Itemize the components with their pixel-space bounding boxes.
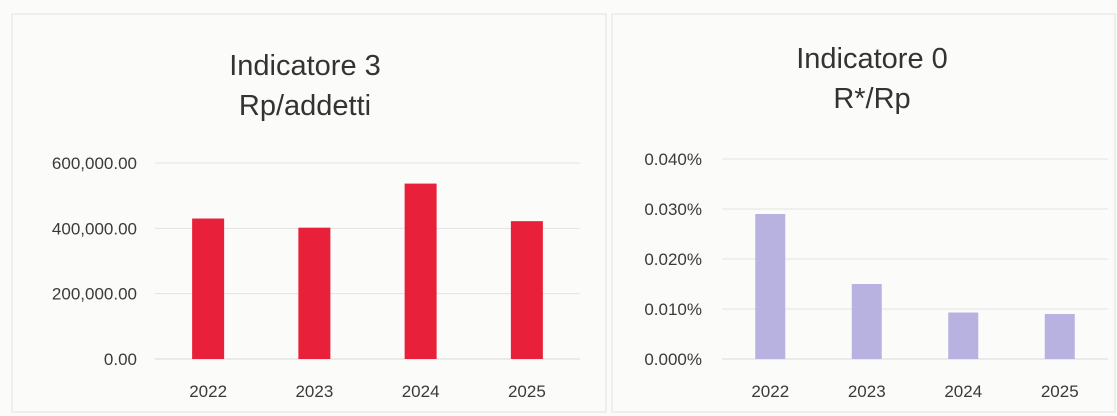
plot-area-right: 0.000% 0.010% 0.020% 0.030% 0.040% 2022 2023 20…: [644, 150, 1108, 401]
plot-area-left: 0.00 200,000.00 400,000.00 600,000.00 2022 20…: [52, 154, 580, 401]
chart-subtitle-right: R*/Rp: [833, 83, 910, 115]
bar-2024: [948, 312, 979, 359]
x-tick-label: 2022: [189, 382, 227, 401]
bar-2023: [298, 227, 331, 359]
bar-2023: [851, 284, 882, 359]
bar-2025: [510, 221, 543, 359]
y-tick-label: 0.010%: [644, 300, 702, 319]
x-tick-label: 2024: [944, 382, 982, 401]
y-tick-label: 200,000.00: [52, 285, 137, 304]
chart-frame-left: [11, 13, 607, 413]
bar-2024: [404, 183, 437, 359]
x-tick-label: 2023: [848, 382, 886, 401]
bar-2022: [192, 218, 225, 359]
x-tick-label: 2023: [295, 382, 333, 401]
chart-subtitle-left: Rp/addetti: [239, 90, 371, 122]
y-tick-label: 0.020%: [644, 250, 702, 269]
y-tick-label: 0.040%: [644, 150, 702, 169]
y-tick-label: 0.000%: [644, 350, 702, 369]
x-tick-label: 2022: [751, 382, 789, 401]
y-tick-label: 400,000.00: [52, 219, 137, 238]
bar-2025: [1044, 314, 1075, 359]
bar-2022: [755, 214, 786, 359]
x-tick-label: 2025: [508, 382, 546, 401]
chart-frame-right: [611, 13, 1116, 413]
x-tick-label: 2024: [402, 382, 440, 401]
y-tick-label: 600,000.00: [52, 154, 137, 173]
x-tick-label: 2025: [1041, 382, 1079, 401]
chart-title-left: Indicatore 3: [229, 50, 381, 82]
y-tick-label: 0.030%: [644, 200, 702, 219]
chart-title-right: Indicatore 0: [796, 43, 948, 75]
y-tick-label: 0.00: [104, 350, 137, 369]
